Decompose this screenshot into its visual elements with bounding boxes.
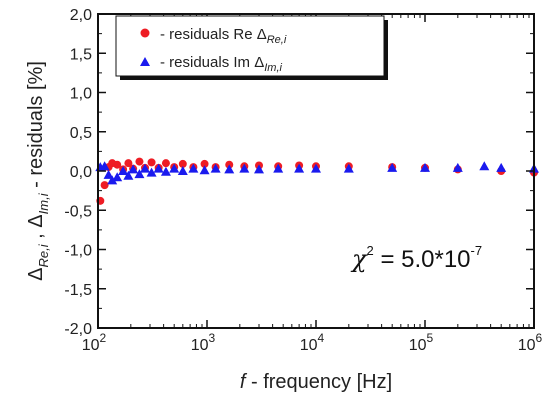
y-tick-labels: -2,0 -1,5 -1,0 -0,5 0,0 0,5 1,0 1,5 2,0 xyxy=(64,7,92,338)
im-point xyxy=(103,169,114,179)
im-point xyxy=(107,175,118,185)
im-point xyxy=(169,163,180,173)
im-point xyxy=(123,170,134,180)
im-point xyxy=(420,162,430,172)
re-point xyxy=(178,159,187,168)
im-point xyxy=(199,165,210,175)
im-point xyxy=(146,167,157,177)
im-point xyxy=(134,169,145,179)
y-tick-label: 2,0 xyxy=(70,7,92,24)
re-point xyxy=(135,157,144,166)
re-point xyxy=(100,181,109,190)
im-point xyxy=(160,166,171,176)
legend-label-re: - residuals Re ΔRe,i xyxy=(160,26,287,46)
im-point xyxy=(452,162,463,172)
im-point xyxy=(153,163,164,173)
im-point xyxy=(188,163,199,173)
legend-label-im: - residuals Im ΔIm,i xyxy=(160,54,282,74)
im-point xyxy=(254,164,265,174)
x-tick-label: 103 xyxy=(191,331,216,354)
y-axis-title: ΔRe,i , ΔIm,i - residuals [%] xyxy=(25,61,51,281)
x-tick-label: 102 xyxy=(82,331,107,354)
x-tick-label: 106 xyxy=(518,331,543,354)
im-point xyxy=(387,162,398,172)
im-point xyxy=(343,163,354,173)
y-tick-label: -2,0 xyxy=(64,321,92,338)
im-point xyxy=(112,172,123,182)
im-point xyxy=(128,164,139,174)
chi-squared-annotation: χ2 = 5.0*10-7 xyxy=(350,243,482,273)
y-tick-label: -1,5 xyxy=(64,282,92,299)
y-tick-label: 1,0 xyxy=(70,86,92,103)
re-point xyxy=(124,159,133,168)
marks-layer xyxy=(95,157,539,205)
im-point xyxy=(99,161,110,171)
x-tick-labels: 102 103 104 105 106 xyxy=(82,331,543,354)
legend-marker-im xyxy=(140,57,150,66)
im-point xyxy=(294,163,305,173)
im-point xyxy=(177,166,188,175)
y-tick-label: 1,5 xyxy=(70,46,92,63)
y-tick-label: -1,0 xyxy=(64,243,92,260)
y-tick-label: 0,5 xyxy=(70,125,92,142)
x-tick-label: 105 xyxy=(409,331,434,354)
y-tick-label: 0,0 xyxy=(70,164,92,181)
legend-box xyxy=(115,15,385,77)
re-point xyxy=(200,159,209,168)
legend: - residuals Re ΔRe,i - residuals Im ΔIm,… xyxy=(115,15,388,80)
re-point xyxy=(161,159,170,168)
im-point xyxy=(496,162,507,172)
x-axis-title: f - frequency [Hz] xyxy=(240,371,392,393)
im-point xyxy=(140,163,151,173)
y-tick-label: -0,5 xyxy=(64,203,92,220)
legend-marker-re xyxy=(140,28,150,38)
im-point xyxy=(118,166,129,175)
im-point xyxy=(311,163,321,173)
x-tick-label: 104 xyxy=(300,331,325,354)
im-point xyxy=(224,164,235,174)
re-point xyxy=(113,160,122,169)
im-point xyxy=(479,161,490,171)
im-point xyxy=(210,163,221,173)
im-point xyxy=(239,163,250,173)
im-point xyxy=(273,163,284,173)
re-point xyxy=(147,158,156,167)
